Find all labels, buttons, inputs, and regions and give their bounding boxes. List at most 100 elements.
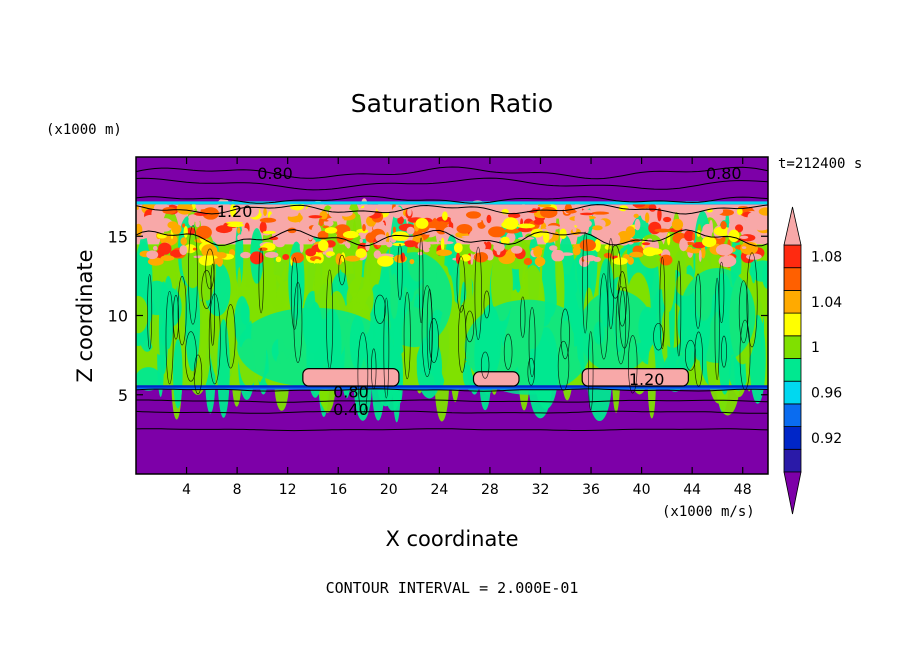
- band-speck: [688, 248, 702, 254]
- band-speck: [667, 232, 671, 246]
- band-speck: [542, 230, 550, 244]
- band-speck: [407, 207, 412, 217]
- band-speck: [698, 250, 702, 262]
- band-speck: [453, 206, 458, 211]
- band-top-edge: [136, 201, 768, 205]
- contour-label: 1.20: [217, 202, 253, 221]
- x-tick-label: 36: [582, 482, 600, 498]
- contour-cell: [609, 244, 622, 299]
- contour-cell: [721, 335, 727, 368]
- x-tick-label: 4: [182, 482, 191, 498]
- band-speck: [535, 246, 542, 256]
- band-speck: [681, 217, 691, 230]
- band-speck: [403, 240, 417, 248]
- band-speck: [275, 256, 282, 263]
- band-speck: [592, 225, 603, 231]
- band-speck: [461, 235, 478, 239]
- cloud-cell: [314, 252, 332, 320]
- band-speck: [436, 249, 453, 256]
- colorbar-label: 1.04: [811, 295, 842, 311]
- band-speck: [667, 222, 671, 228]
- contour-label: 0.40: [333, 400, 369, 419]
- contour-cell: [418, 237, 424, 324]
- contour-line: [136, 229, 768, 247]
- contour-line: [136, 177, 768, 191]
- colorbar-label: 0.96: [811, 386, 842, 402]
- band-speck: [517, 223, 536, 229]
- contour-label: 0.80: [333, 383, 369, 402]
- contour-line: [136, 428, 768, 432]
- band-speck: [152, 245, 158, 251]
- contour-line: [136, 195, 768, 204]
- cloud-cell: [136, 295, 149, 334]
- contour-cell: [371, 348, 377, 390]
- contour-cell: [676, 260, 682, 357]
- contour-cell: [205, 248, 215, 290]
- band-speck: [503, 217, 519, 230]
- contour-cell: [607, 238, 615, 330]
- band-speck: [579, 239, 596, 252]
- band-speck: [579, 212, 595, 216]
- colorbar-swatch: [783, 312, 802, 337]
- band-speck: [644, 212, 650, 224]
- band-speck: [291, 252, 304, 264]
- band-speck: [201, 244, 218, 258]
- contour-lines: [136, 166, 768, 432]
- band-speck: [303, 208, 317, 214]
- x-tick-label: 28: [481, 482, 499, 498]
- band-speck: [553, 250, 565, 262]
- colorbar-over-arrow: [783, 206, 802, 246]
- contour-cell: [428, 318, 439, 364]
- band-speck: [258, 247, 268, 251]
- y-axis-label: Z coordinate: [73, 249, 97, 382]
- contour-cell: [557, 340, 570, 391]
- band-speck: [409, 258, 415, 265]
- band-speck: [240, 251, 251, 259]
- contour-cell: [739, 319, 751, 391]
- band-speck: [346, 242, 351, 249]
- cloud-lobe: [237, 307, 389, 387]
- band-speck: [358, 232, 365, 237]
- band-speck: [572, 227, 577, 233]
- contour-cell: [714, 277, 720, 381]
- contour-cell: [599, 273, 609, 360]
- band-speck: [299, 241, 304, 253]
- band-speck: [604, 244, 611, 250]
- contour-line: [136, 204, 768, 215]
- band-speck: [593, 256, 601, 262]
- contour-label: 0.80: [706, 164, 742, 183]
- band-speck: [511, 245, 523, 254]
- cloud-base-blob: [302, 367, 400, 387]
- band-speck: [392, 242, 406, 247]
- band-speck: [456, 224, 473, 234]
- band-speck: [357, 207, 375, 217]
- contour-line: [136, 410, 768, 414]
- band-speck: [294, 223, 305, 230]
- colorbar-swatch: [783, 403, 802, 427]
- band-speck: [262, 230, 276, 234]
- contour-cell: [587, 331, 594, 411]
- colorbar-swatch: [783, 380, 802, 405]
- band-speck: [400, 252, 406, 263]
- band-speck: [648, 204, 657, 212]
- contour-cell: [480, 351, 490, 379]
- band-speck: [149, 220, 165, 226]
- band-speck: [648, 221, 662, 235]
- colorbar-swatch: [783, 448, 802, 473]
- band-speck: [391, 231, 410, 241]
- band-speck: [224, 235, 234, 240]
- band-speck: [426, 207, 441, 217]
- band-speck: [591, 211, 610, 215]
- contour-cell: [258, 247, 264, 314]
- x-ticks: 4 8 12 16 20 24 28 32 36 40 44 48: [182, 157, 752, 498]
- band-speck: [442, 211, 448, 221]
- contour-cell: [684, 339, 697, 371]
- band-speck: [344, 255, 361, 262]
- band-speck: [237, 227, 241, 234]
- band-speck: [736, 207, 743, 216]
- band-speck: [146, 250, 159, 260]
- cloud-cell: [160, 321, 169, 346]
- band-speck: [713, 226, 732, 237]
- band-speck: [272, 204, 286, 214]
